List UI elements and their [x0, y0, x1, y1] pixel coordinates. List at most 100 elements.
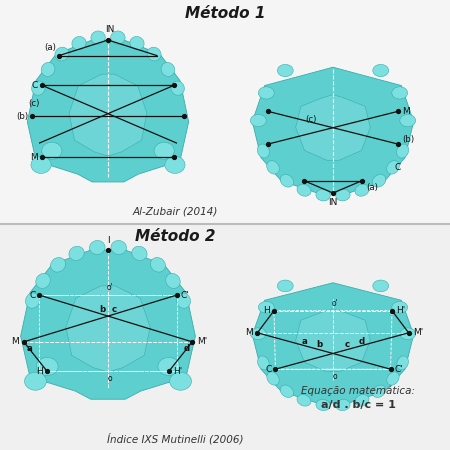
Ellipse shape — [400, 328, 416, 340]
Text: C': C' — [180, 291, 189, 300]
Text: C: C — [29, 291, 36, 300]
Polygon shape — [252, 283, 414, 403]
Ellipse shape — [91, 31, 105, 44]
Text: C': C' — [395, 364, 403, 373]
Text: M: M — [30, 153, 38, 162]
Text: c: c — [111, 306, 117, 315]
Text: Equação matemática:: Equação matemática: — [301, 385, 415, 396]
Ellipse shape — [26, 293, 40, 308]
Text: o: o — [108, 374, 112, 383]
Ellipse shape — [158, 357, 180, 375]
Polygon shape — [296, 94, 370, 160]
Text: c: c — [344, 340, 350, 349]
Text: (c): (c) — [28, 99, 40, 108]
Text: M: M — [245, 328, 252, 338]
Text: H': H' — [173, 367, 182, 376]
Text: M: M — [402, 107, 410, 116]
Text: d: d — [359, 337, 365, 346]
Text: (a): (a) — [44, 43, 56, 52]
Ellipse shape — [90, 240, 105, 254]
Polygon shape — [21, 250, 195, 399]
Text: o: o — [333, 372, 338, 381]
Ellipse shape — [373, 280, 389, 292]
Text: (b): (b) — [16, 112, 28, 121]
Ellipse shape — [267, 161, 279, 174]
Bar — [0, 0, 450, 224]
Text: C: C — [32, 81, 38, 90]
Ellipse shape — [277, 64, 293, 76]
Text: M': M' — [414, 328, 424, 338]
Ellipse shape — [31, 156, 51, 173]
Text: Método 2: Método 2 — [135, 229, 215, 244]
Ellipse shape — [166, 274, 180, 288]
Ellipse shape — [170, 372, 191, 390]
Ellipse shape — [373, 385, 386, 397]
Text: IN: IN — [105, 25, 115, 34]
Polygon shape — [69, 74, 147, 156]
Ellipse shape — [69, 246, 84, 261]
Text: o': o' — [107, 283, 113, 292]
Text: C: C — [265, 364, 271, 373]
Ellipse shape — [111, 240, 126, 254]
Text: o': o' — [332, 299, 338, 308]
Ellipse shape — [130, 36, 144, 50]
Ellipse shape — [280, 385, 293, 397]
Text: d: d — [184, 344, 189, 353]
Ellipse shape — [396, 144, 409, 158]
Ellipse shape — [297, 184, 311, 196]
Ellipse shape — [392, 87, 408, 99]
Text: M: M — [11, 338, 19, 346]
Ellipse shape — [165, 156, 185, 173]
Ellipse shape — [50, 257, 66, 272]
Text: a: a — [27, 344, 32, 353]
Ellipse shape — [72, 36, 86, 50]
Ellipse shape — [355, 395, 369, 406]
Polygon shape — [66, 286, 150, 372]
Polygon shape — [296, 309, 370, 372]
Ellipse shape — [316, 400, 330, 410]
Text: b: b — [99, 306, 105, 315]
Ellipse shape — [42, 142, 62, 159]
Ellipse shape — [41, 63, 55, 76]
Ellipse shape — [161, 63, 175, 76]
Text: Método 1: Método 1 — [185, 6, 265, 21]
Text: H': H' — [396, 306, 405, 315]
Ellipse shape — [387, 372, 399, 385]
Text: I: I — [107, 236, 109, 245]
Text: IN: IN — [328, 198, 338, 207]
Text: H: H — [263, 306, 270, 315]
Ellipse shape — [32, 81, 45, 95]
Ellipse shape — [373, 174, 386, 187]
Ellipse shape — [55, 47, 69, 61]
Ellipse shape — [150, 257, 166, 272]
Text: (c): (c) — [306, 115, 317, 124]
Ellipse shape — [355, 184, 369, 196]
Ellipse shape — [154, 142, 174, 159]
Ellipse shape — [397, 356, 409, 370]
Ellipse shape — [392, 302, 408, 313]
Text: H: H — [36, 367, 43, 376]
Ellipse shape — [336, 400, 350, 410]
Text: Al-Zubair (2014): Al-Zubair (2014) — [132, 207, 218, 217]
Bar — [0, 224, 450, 450]
Ellipse shape — [400, 114, 416, 127]
Ellipse shape — [132, 246, 147, 261]
Polygon shape — [252, 67, 414, 193]
Text: (b): (b) — [402, 135, 414, 144]
Ellipse shape — [171, 81, 184, 95]
Ellipse shape — [250, 114, 266, 127]
Ellipse shape — [316, 189, 330, 201]
Ellipse shape — [36, 357, 58, 375]
Text: Índice IXS Mutinelli (2006): Índice IXS Mutinelli (2006) — [107, 433, 243, 445]
Ellipse shape — [277, 280, 293, 292]
Polygon shape — [27, 40, 189, 182]
Ellipse shape — [36, 274, 50, 288]
Ellipse shape — [250, 328, 266, 340]
Ellipse shape — [257, 356, 269, 370]
Text: (a): (a) — [366, 183, 378, 192]
Ellipse shape — [267, 372, 279, 385]
Text: a: a — [301, 337, 307, 346]
Ellipse shape — [373, 64, 389, 76]
Ellipse shape — [387, 161, 399, 174]
Ellipse shape — [258, 87, 274, 99]
